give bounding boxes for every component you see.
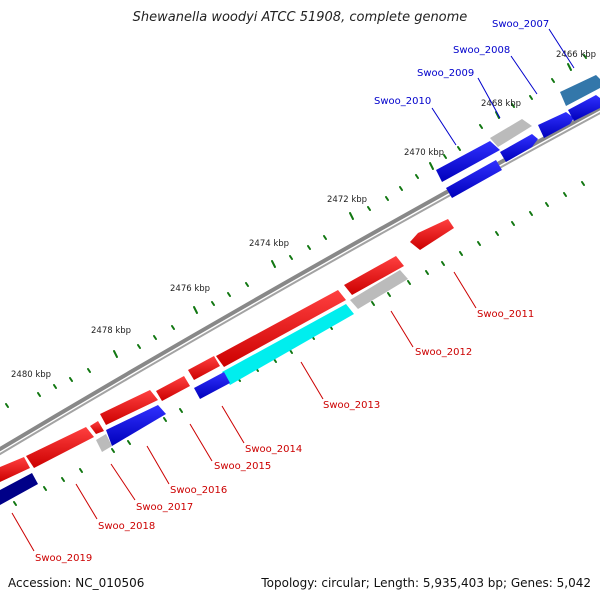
forward-genes	[436, 75, 600, 198]
scale-labels: 2466 kbp 2468 kbp 2470 kbp 2472 kbp 2474…	[11, 50, 596, 380]
gene-arrow-swoo-2012[interactable]	[350, 270, 408, 309]
gene-arrow-swoo-2012-red[interactable]	[344, 256, 404, 295]
gene-arrow-swoo-2016[interactable]	[106, 405, 166, 446]
page-title: Shewanella woodyi ATCC 51908, complete g…	[132, 10, 468, 25]
gene-arrow-swoo-2016-red[interactable]	[100, 390, 158, 425]
gene-arrow-swoo-2017-red[interactable]	[90, 421, 104, 434]
gene-label-swoo-2008[interactable]: Swoo_2008	[453, 45, 510, 56]
gene-label-swoo-2009[interactable]: Swoo_2009	[417, 68, 474, 79]
gene-arrow-swoo-2010b[interactable]	[500, 134, 538, 162]
gene-label-swoo-2015[interactable]: Swoo_2015	[214, 461, 271, 472]
gene-arrow-swoo-2010c[interactable]	[446, 160, 502, 198]
gene-label-swoo-2017[interactable]: Swoo_2017	[136, 502, 193, 513]
gene-arrow-swoo-2019[interactable]	[0, 473, 38, 505]
genome-summary-text: Topology: circular; Length: 5,935,403 bp…	[261, 576, 591, 590]
scale-label: 2478 kbp	[91, 326, 131, 336]
gene-arrow-swoo-2013-red[interactable]	[216, 290, 346, 367]
gene-arrow-swoo-2010a[interactable]	[436, 141, 500, 182]
gene-arrow-swoo-2013[interactable]	[222, 304, 354, 385]
scale-label: 2480 kbp	[11, 370, 51, 380]
gene-label-swoo-2010[interactable]: Swoo_2010	[374, 96, 431, 107]
gene-arrow-swoo-2018[interactable]	[26, 427, 94, 468]
gene-arrow-swoo-2014-red[interactable]	[188, 356, 220, 380]
scale-label: 2470 kbp	[404, 148, 444, 158]
gene-arrow-swoo-2017[interactable]	[96, 434, 112, 452]
reverse-leaders	[11, 271, 477, 552]
gene-label-swoo-2018[interactable]: Swoo_2018	[98, 521, 155, 532]
forward-leaders	[431, 28, 575, 146]
gene-arrow-swoo-2018-left[interactable]	[0, 457, 30, 482]
gene-arrow-swoo-2011[interactable]	[410, 219, 454, 250]
gene-arrow-swoo-2007[interactable]	[560, 75, 600, 106]
gene-label-swoo-2011[interactable]: Swoo_2011	[477, 309, 534, 320]
gene-label-swoo-2014[interactable]: Swoo_2014	[245, 444, 302, 455]
scale-label: 2476 kbp	[170, 284, 210, 294]
gene-arrow-swoo-2008a[interactable]	[538, 112, 574, 138]
forward-gene-labels: Swoo_2007 Swoo_2008 Swoo_2009 Swoo_2010	[374, 19, 549, 107]
gene-arrow-swoo-2008b[interactable]	[568, 95, 600, 121]
gene-label-swoo-2007[interactable]: Swoo_2007	[492, 19, 549, 30]
gene-label-swoo-2019[interactable]: Swoo_2019	[35, 553, 92, 564]
reverse-genes	[0, 219, 454, 505]
gene-label-swoo-2013[interactable]: Swoo_2013	[323, 400, 380, 411]
backbone-inner	[0, 111, 600, 456]
scale-label: 2474 kbp	[249, 239, 289, 249]
outer-ticks	[5, 54, 587, 408]
gene-label-swoo-2016[interactable]: Swoo_2016	[170, 485, 227, 496]
gene-arrow-swoo-2009[interactable]	[490, 119, 532, 147]
scale-label: 2472 kbp	[327, 195, 367, 205]
accession-text: Accession: NC_010506	[8, 576, 145, 590]
gene-arrow-swoo-2015[interactable]	[156, 376, 190, 401]
scale-label: 2466 kbp	[556, 50, 596, 60]
scale-label: 2468 kbp	[481, 99, 521, 109]
reverse-gene-labels: Swoo_2011 Swoo_2012 Swoo_2013 Swoo_2014 …	[35, 309, 534, 564]
gene-arrow-swoo-2014[interactable]	[194, 372, 230, 399]
gene-label-swoo-2012[interactable]: Swoo_2012	[415, 347, 472, 358]
